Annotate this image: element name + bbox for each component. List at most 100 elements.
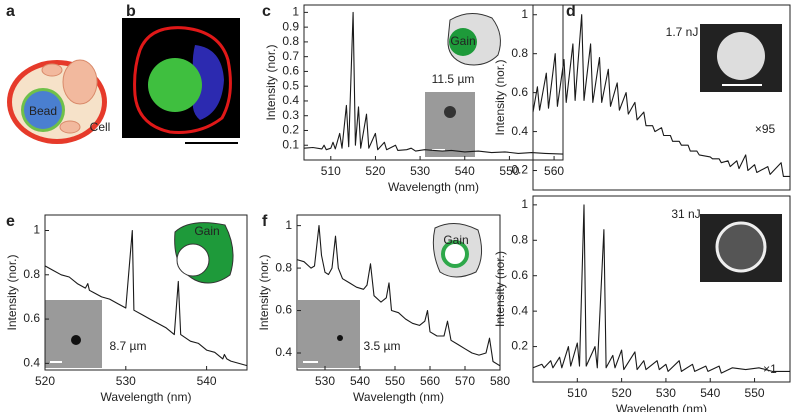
x-tick-label: 530: [116, 374, 136, 388]
x-tick-label: 570: [455, 374, 475, 388]
panel-label: c: [262, 3, 271, 20]
y-tick-label: 0.6: [282, 64, 299, 78]
annotation: Gain: [450, 34, 475, 48]
annotation: 31 nJ: [671, 207, 700, 221]
y-axis-label: Intensity (nor.): [264, 44, 278, 120]
photo-bead: [71, 335, 81, 345]
photo: [45, 300, 102, 368]
x-tick-label: 530: [315, 374, 335, 388]
x-tick-label: 540: [197, 374, 217, 388]
x-tick-label: 540: [350, 374, 370, 388]
cell-label: Cell: [90, 120, 111, 134]
panel-label: f: [262, 213, 268, 230]
x-tick-label: 580: [490, 374, 510, 388]
y-tick-label: 0.8: [23, 267, 40, 281]
annotation: Gain: [194, 224, 219, 238]
annotation: 1.7 nJ: [666, 25, 699, 39]
x-tick-label: 510: [321, 164, 341, 178]
organelle: [59, 120, 81, 134]
photo: [425, 92, 475, 157]
inset-d: [700, 24, 782, 282]
inset-c: [425, 13, 501, 157]
spectrum-line: [296, 225, 501, 367]
y-axis-label: Intensity (nor.): [493, 59, 507, 135]
y-tick-label: 0.3: [282, 108, 299, 122]
x-tick-label: 530: [656, 386, 676, 400]
y-tick-label: 0.6: [511, 268, 528, 282]
y-tick-label: 0.9: [282, 19, 299, 33]
y-tick-label: 0.2: [282, 123, 299, 137]
y-tick-label: 0.4: [511, 303, 528, 317]
bead: [176, 243, 210, 277]
gain-shell: [441, 240, 469, 268]
gain-region: [449, 28, 477, 56]
panel-label: b: [126, 3, 136, 20]
bead-fluorescence: [148, 58, 202, 112]
y-tick-label: 0.8: [275, 260, 292, 274]
cell-schematic: Bead Cell: [7, 59, 111, 144]
micrograph: [122, 18, 240, 144]
plot-frame: [303, 4, 564, 161]
x-tick-label: 560: [544, 164, 564, 178]
y-tick-label: 0.2: [511, 163, 528, 177]
x-axis-label: Wavelength (nm): [616, 402, 707, 412]
y-tick-label: 1: [521, 7, 528, 21]
y-axis-label: Intensity (nor.): [5, 254, 19, 330]
x-tick-label: 550: [745, 386, 765, 400]
photo: [298, 300, 360, 368]
spectrum-line: [532, 204, 790, 374]
y-tick-label: 0.5: [282, 78, 299, 92]
y-tick-label: 1: [521, 197, 528, 211]
nucleus-stain: [192, 45, 224, 120]
y-axis-label: Intensity (nor.): [257, 254, 271, 330]
annotation: Gain: [443, 233, 468, 247]
x-tick-label: 540: [700, 386, 720, 400]
x-tick-label: 540: [455, 164, 475, 178]
annotation: 3.5 µm: [364, 339, 401, 353]
plot-frame: [296, 214, 501, 371]
y-tick-label: 0.8: [282, 34, 299, 48]
y-tick-label: 0.8: [511, 46, 528, 60]
y-tick-label: 0.6: [275, 303, 292, 317]
y-tick-label: 1: [292, 5, 299, 19]
y-tick-label: 0.7: [282, 49, 299, 63]
emission: [717, 32, 765, 80]
x-tick-label: 530: [410, 164, 430, 178]
annotation: ×95: [755, 122, 776, 136]
x-tick-label: 550: [499, 164, 519, 178]
spectrum-line: [532, 14, 790, 177]
y-tick-label: 0.6: [511, 85, 528, 99]
panel-label: a: [6, 3, 15, 20]
inset-f: [298, 223, 482, 368]
plot-frame: [532, 4, 791, 191]
membrane-stain: [133, 26, 232, 134]
y-tick-label: 0.1: [282, 137, 299, 151]
x-tick-label: 520: [612, 386, 632, 400]
x-axis-label: Wavelength (nm): [353, 390, 444, 404]
panel-label: e: [6, 213, 15, 230]
x-tick-label: 550: [385, 374, 405, 388]
nucleus: [62, 59, 98, 105]
spectrum-line: [44, 229, 248, 367]
y-tick-label: 0.2: [511, 339, 528, 353]
x-tick-label: 510: [567, 386, 587, 400]
x-axis-label: Wavelength (nm): [388, 180, 479, 194]
annotation: 8.7 µm: [110, 339, 147, 353]
inset-e: [45, 222, 234, 368]
y-tick-label: 0.8: [511, 232, 528, 246]
emission-ring: [715, 221, 767, 273]
y-tick-label: 1: [33, 223, 40, 237]
plot-frame: [532, 195, 791, 383]
y-tick-label: 0.4: [275, 345, 292, 359]
spectrum-line: [303, 11, 564, 155]
photo-bead: [337, 335, 343, 341]
x-tick-label: 560: [420, 374, 440, 388]
annotation: 11.5 µm: [432, 72, 475, 86]
annotation: ×1: [763, 362, 777, 376]
x-tick-label: 520: [35, 374, 55, 388]
panel-label: d: [566, 3, 576, 20]
bead: [24, 91, 62, 129]
y-tick-label: 0.4: [23, 356, 40, 370]
photo-bead: [444, 106, 456, 118]
